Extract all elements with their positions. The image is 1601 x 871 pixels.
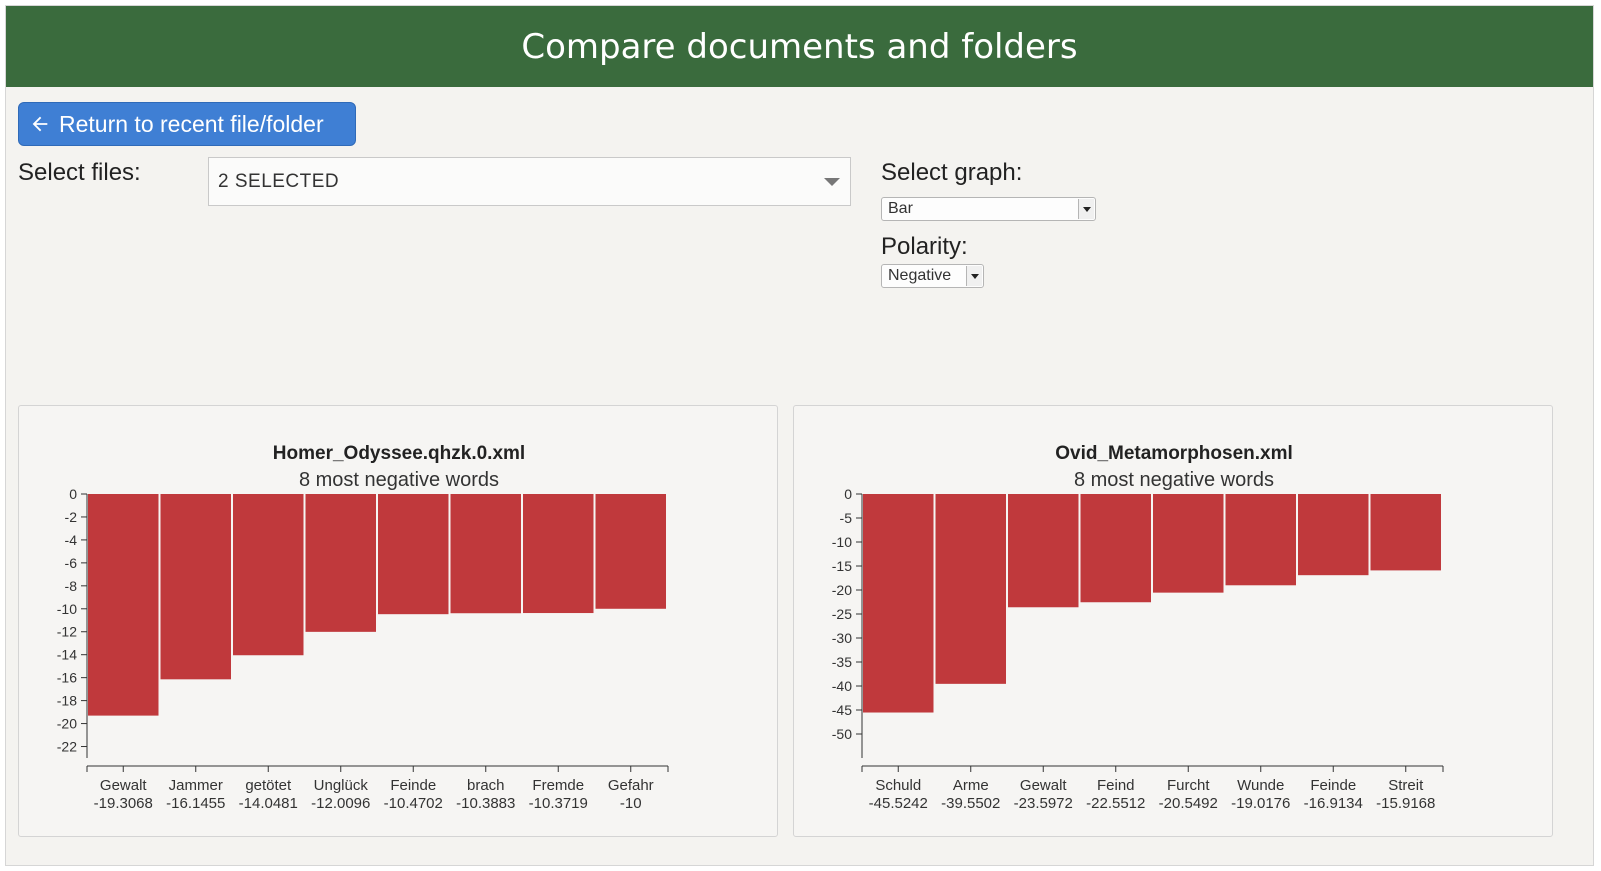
category-label: Feinde xyxy=(1310,777,1356,794)
bar xyxy=(233,494,304,656)
y-tick-label: -16 xyxy=(57,670,77,686)
y-tick-label: -10 xyxy=(832,534,852,550)
y-tick-label: -18 xyxy=(57,693,77,709)
bar xyxy=(450,494,521,614)
bar xyxy=(1153,494,1224,593)
chart-panel-ovid: Ovid_Metamorphosen.xml 8 most negative wo… xyxy=(793,405,1553,837)
bar xyxy=(1298,494,1369,576)
category-label: Streit xyxy=(1388,777,1424,794)
value-label: -45.5242 xyxy=(869,795,928,812)
page-title: Compare documents and folders xyxy=(521,26,1078,67)
y-tick-label: -40 xyxy=(832,678,852,694)
bar xyxy=(1225,494,1296,586)
value-label: -39.5502 xyxy=(941,795,1000,812)
y-tick-label: -10 xyxy=(57,601,77,617)
y-tick-label: -30 xyxy=(832,630,852,646)
category-label: Furcht xyxy=(1167,777,1210,794)
y-tick-label: -20 xyxy=(57,716,77,732)
value-label: -19.3068 xyxy=(94,795,153,812)
chart-title: Ovid_Metamorphosen.xml xyxy=(1055,443,1293,464)
category-label: Feinde xyxy=(390,777,436,794)
bar xyxy=(1080,494,1151,603)
select-graph-dropdown[interactable]: Bar xyxy=(881,197,1096,221)
y-tick-label: -8 xyxy=(65,578,78,594)
category-label: Gewalt xyxy=(1020,777,1068,794)
y-tick-label: 0 xyxy=(69,486,77,502)
select-files-dropdown[interactable]: 2 SELECTED xyxy=(208,157,851,206)
value-label: -10.3883 xyxy=(456,795,515,812)
bar xyxy=(305,494,376,632)
category-label: Fremde xyxy=(532,777,584,794)
y-tick-label: -6 xyxy=(65,555,78,571)
bar xyxy=(88,494,159,716)
page-header: Compare documents and folders xyxy=(6,6,1593,87)
y-tick-label: -12 xyxy=(57,624,77,640)
app-frame: Compare documents and folders Return to … xyxy=(5,5,1594,866)
value-label: -12.0096 xyxy=(311,795,370,812)
value-label: -19.0176 xyxy=(1231,795,1290,812)
bar xyxy=(863,494,934,713)
bar-chart-homer: Homer_Odyssee.qhzk.0.xml 8 most negative … xyxy=(57,443,669,812)
chart-subtitle: 8 most negative words xyxy=(299,469,499,491)
y-tick-label: -22 xyxy=(57,739,77,755)
bar xyxy=(935,494,1006,684)
y-tick-label: -4 xyxy=(65,532,78,548)
polarity-value: Negative xyxy=(888,267,952,284)
chart-title: Homer_Odyssee.qhzk.0.xml xyxy=(273,443,525,464)
arrow-left-icon xyxy=(32,116,48,132)
y-tick-label: -14 xyxy=(57,647,77,663)
value-label: -10.4702 xyxy=(384,795,443,812)
return-button[interactable]: Return to recent file/folder xyxy=(18,102,356,146)
select-files-label: Select files: xyxy=(18,159,141,186)
category-label: Gewalt xyxy=(100,777,148,794)
return-button-label: Return to recent file/folder xyxy=(59,110,324,137)
y-tick-label: -45 xyxy=(832,702,852,718)
select-graph-value: Bar xyxy=(888,200,913,217)
chart-subtitle: 8 most negative words xyxy=(1074,469,1274,491)
y-tick-label: 0 xyxy=(844,486,852,502)
dropdown-arrow-icon xyxy=(966,266,982,286)
caret-down-icon xyxy=(824,178,840,186)
bar xyxy=(160,494,231,680)
category-label: Schuld xyxy=(875,777,921,794)
value-label: -22.5512 xyxy=(1086,795,1145,812)
y-tick-label: -50 xyxy=(832,726,852,742)
bar xyxy=(1370,494,1441,571)
select-graph-label: Select graph: xyxy=(881,159,1023,186)
value-label: -20.5492 xyxy=(1159,795,1218,812)
bar xyxy=(595,494,666,609)
category-label: brach xyxy=(467,777,505,794)
category-label: Gefahr xyxy=(608,777,654,794)
value-label: -15.9168 xyxy=(1376,795,1435,812)
dropdown-arrow-icon xyxy=(1078,199,1094,219)
bar-chart-ovid: Ovid_Metamorphosen.xml 8 most negative wo… xyxy=(832,443,1444,812)
polarity-dropdown[interactable]: Negative xyxy=(881,264,984,288)
category-label: Arme xyxy=(953,777,989,794)
bar xyxy=(523,494,594,614)
y-tick-label: -35 xyxy=(832,654,852,670)
value-label: -14.0481 xyxy=(239,795,298,812)
category-label: Wunde xyxy=(1237,777,1284,794)
category-label: Unglück xyxy=(314,777,369,794)
chart-panel-homer: Homer_Odyssee.qhzk.0.xml 8 most negative … xyxy=(18,405,778,837)
value-label: -16.9134 xyxy=(1304,795,1363,812)
y-tick-label: -5 xyxy=(840,510,853,526)
y-tick-label: -25 xyxy=(832,606,852,622)
value-label: -16.1455 xyxy=(166,795,225,812)
polarity-label: Polarity: xyxy=(881,233,968,260)
select-files-value: 2 SELECTED xyxy=(218,170,340,192)
value-label: -10 xyxy=(620,795,642,812)
y-tick-label: -2 xyxy=(65,509,78,525)
category-label: Jammer xyxy=(169,777,223,794)
bar xyxy=(1008,494,1079,608)
category-label: Feind xyxy=(1097,777,1135,794)
value-label: -10.3719 xyxy=(529,795,588,812)
y-tick-label: -15 xyxy=(832,558,852,574)
bar xyxy=(378,494,449,615)
y-tick-label: -20 xyxy=(832,582,852,598)
category-label: getötet xyxy=(245,777,292,794)
value-label: -23.5972 xyxy=(1014,795,1073,812)
